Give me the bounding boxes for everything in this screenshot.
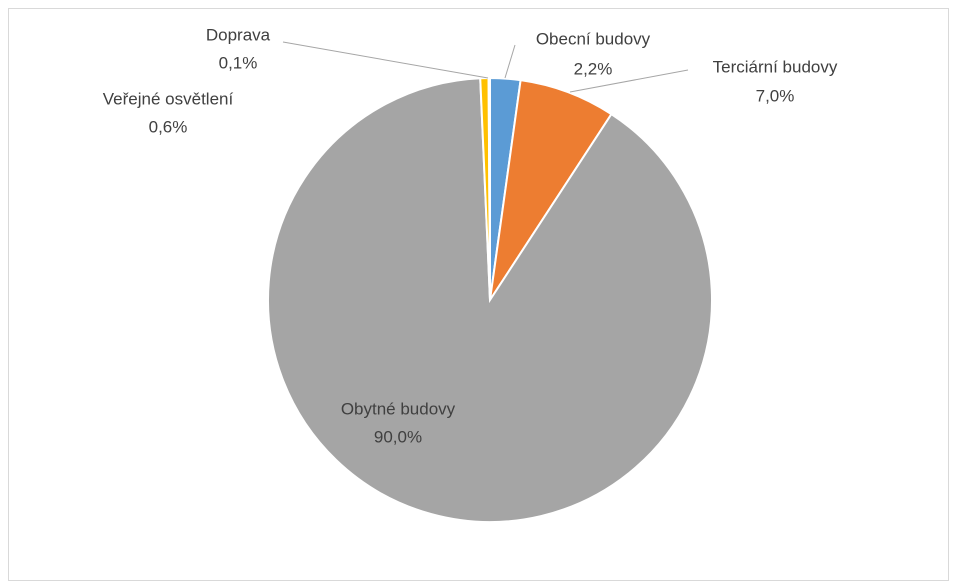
- pie-slice: [487, 76, 491, 301]
- leader-line: [504, 44, 516, 79]
- slice-label: Terciární budovy: [713, 57, 838, 76]
- pie-slice: [267, 77, 713, 523]
- slice-label: Veřejné osvětlení: [103, 89, 234, 108]
- data-label: 0,1%: [219, 53, 258, 72]
- leader-line: [569, 69, 689, 93]
- leader-line: [282, 41, 489, 79]
- data-label: 0,6%: [149, 117, 188, 136]
- data-label: 2,2%: [574, 59, 613, 78]
- slice-label: Doprava: [206, 25, 271, 44]
- slice-label: Obytné budovy: [341, 399, 456, 418]
- slice-label: Obecní budovy: [536, 29, 651, 48]
- data-label: 90,0%: [374, 427, 422, 446]
- data-label: 7,0%: [756, 86, 795, 105]
